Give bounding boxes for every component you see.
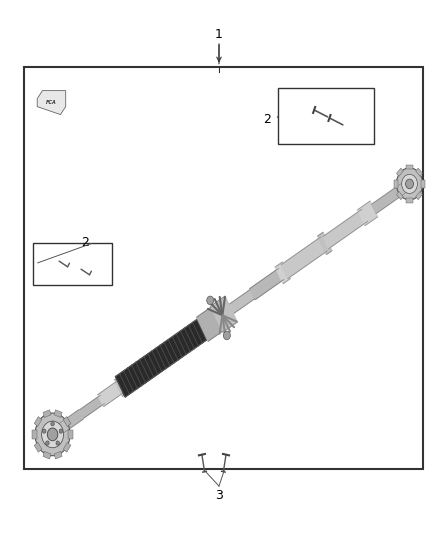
Circle shape bbox=[396, 168, 423, 200]
Circle shape bbox=[46, 441, 49, 445]
Circle shape bbox=[402, 174, 417, 193]
Polygon shape bbox=[396, 191, 403, 200]
Circle shape bbox=[207, 296, 214, 305]
Polygon shape bbox=[54, 451, 62, 459]
Polygon shape bbox=[34, 442, 42, 453]
Polygon shape bbox=[372, 179, 412, 214]
Polygon shape bbox=[318, 232, 332, 254]
Circle shape bbox=[42, 421, 64, 448]
Circle shape bbox=[56, 441, 60, 445]
Polygon shape bbox=[37, 91, 66, 115]
Polygon shape bbox=[63, 442, 71, 453]
Circle shape bbox=[47, 428, 58, 441]
Polygon shape bbox=[357, 201, 378, 225]
Polygon shape bbox=[229, 289, 254, 314]
Circle shape bbox=[51, 422, 54, 426]
Polygon shape bbox=[281, 237, 327, 278]
Polygon shape bbox=[34, 416, 42, 426]
Text: 2: 2 bbox=[81, 236, 89, 249]
Bar bbox=[278, 88, 374, 144]
Polygon shape bbox=[406, 165, 413, 169]
Bar bbox=[24, 67, 423, 469]
Polygon shape bbox=[396, 168, 403, 176]
Polygon shape bbox=[98, 378, 127, 407]
Text: 3: 3 bbox=[215, 489, 223, 502]
Polygon shape bbox=[323, 209, 368, 249]
Circle shape bbox=[406, 179, 413, 189]
Polygon shape bbox=[43, 410, 51, 417]
Polygon shape bbox=[276, 262, 290, 284]
Polygon shape bbox=[76, 395, 105, 421]
Polygon shape bbox=[32, 430, 37, 439]
Polygon shape bbox=[421, 180, 425, 188]
Circle shape bbox=[42, 429, 46, 433]
Polygon shape bbox=[250, 269, 284, 300]
Polygon shape bbox=[406, 198, 413, 203]
Text: 1: 1 bbox=[215, 28, 223, 41]
Polygon shape bbox=[115, 375, 130, 397]
Circle shape bbox=[223, 331, 230, 340]
Polygon shape bbox=[116, 314, 215, 397]
Polygon shape bbox=[63, 416, 71, 426]
Polygon shape bbox=[43, 451, 51, 459]
Circle shape bbox=[59, 429, 63, 433]
Polygon shape bbox=[54, 410, 62, 417]
Polygon shape bbox=[211, 296, 237, 332]
Polygon shape bbox=[50, 410, 83, 439]
Polygon shape bbox=[416, 191, 423, 200]
Polygon shape bbox=[68, 430, 73, 439]
Text: 2: 2 bbox=[263, 114, 271, 126]
Bar bbox=[33, 243, 112, 285]
Polygon shape bbox=[394, 180, 398, 188]
Circle shape bbox=[35, 413, 70, 456]
Text: FCA: FCA bbox=[46, 100, 57, 105]
Polygon shape bbox=[416, 168, 423, 176]
Polygon shape bbox=[197, 307, 223, 341]
